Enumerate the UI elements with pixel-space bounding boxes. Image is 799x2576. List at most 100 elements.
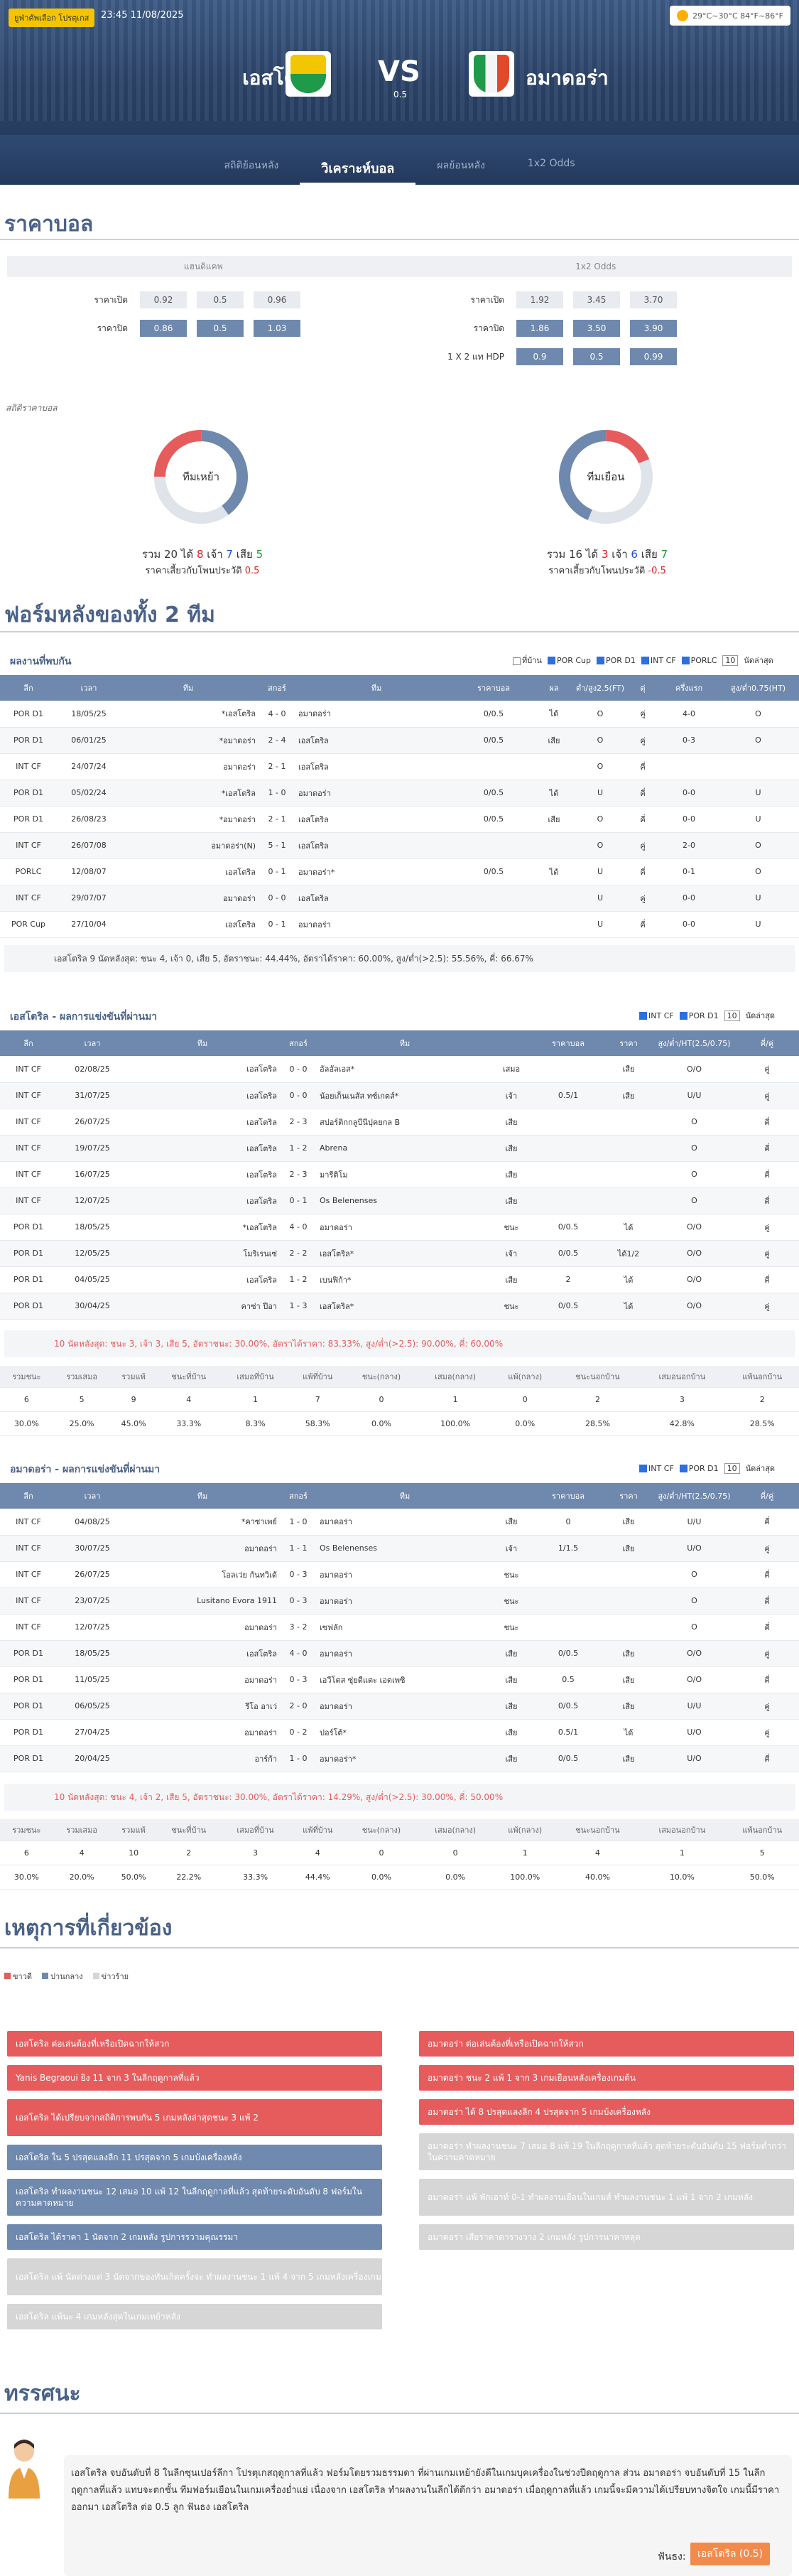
- table-row[interactable]: INT CF 12/07/25 เอสโตริล 0 - 1 Os Belenenses…: [0, 1187, 799, 1214]
- table-row[interactable]: INT CF 26/07/08 อมาดอร่า(N) 5 - 1 เอสโตริล O ค…: [0, 832, 799, 859]
- table-cell: ได้: [533, 858, 575, 885]
- event-item[interactable]: เอสโตริล ใน 5 ปรสุดแลงลีก 11 ปรสุดจาก 5 …: [7, 2145, 382, 2170]
- count-select[interactable]: 10: [722, 654, 739, 666]
- home-recent-table: ลีก เวลา ทีม สกอร์ ทีม ราคาบอล ราคา สูง/ต่ำ/HT(…: [0, 1030, 799, 1320]
- table-cell: เอสโตริล: [298, 832, 455, 859]
- checkbox-icon[interactable]: [547, 657, 555, 664]
- filter-int-cf[interactable]: INT CF: [639, 1011, 674, 1020]
- event-item[interactable]: อมาดอร่า ทำผลงานชนะ 7 เสมอ 8 แพ้ 19 ในลี…: [419, 2133, 794, 2170]
- count-select[interactable]: 10: [724, 1462, 740, 1474]
- event-item[interactable]: เอสโตริล แพ้ นัดต่างแต่ 3 นัดจากของทันเก…: [7, 2258, 382, 2295]
- odds-cell[interactable]: 3.50: [573, 320, 620, 337]
- table-row[interactable]: POR D1 30/04/25 คาซ่า ปีอา 1 - 3 เอสโตริล* ชน…: [0, 1293, 799, 1320]
- table-row[interactable]: POR D1 18/05/25 เอสโตริล 4 - 0 อมาดอร่า เสีย 0…: [0, 1640, 799, 1667]
- odds-cell[interactable]: 0.5: [197, 291, 244, 308]
- odds-cell[interactable]: 3.70: [630, 291, 677, 308]
- event-item[interactable]: อมาดอร่า ชนะ 2 แพ้ 1 จาก 3 เกมเยือนหลังเ…: [419, 2065, 794, 2091]
- filter-int-cf[interactable]: INT CF: [639, 1464, 674, 1473]
- table-row[interactable]: INT CF 31/07/25 เอสโตริล 0 - 0 น้อยเก็นเนสัส…: [0, 1082, 799, 1109]
- odds-cell[interactable]: 0.5: [197, 320, 244, 337]
- event-item[interactable]: เอสโตริล ทำผลงานชนะ 12 เสมอ 10 แพ้ 12 ใน…: [7, 2179, 382, 2216]
- table-row[interactable]: POR D1 18/05/25 *เอสโตริล 4 - 0 อมาดอร่า ชนะ 0…: [0, 1214, 799, 1241]
- table-row[interactable]: INT CF 24/07/24 อมาดอร่า 2 - 1 เอสโตริล O คี่: [0, 753, 799, 780]
- away-crest-icon[interactable]: [469, 51, 514, 97]
- odds-cell[interactable]: 1.86: [516, 320, 563, 337]
- table-row[interactable]: POR D1 27/04/25 อมาดอร่า 0 - 2 ปอร์โต้* เสีย 0…: [0, 1719, 799, 1746]
- table-cell: 2 - 4: [256, 727, 298, 754]
- tab-results[interactable]: ผลย้อนหลัง: [437, 160, 485, 171]
- event-item[interactable]: เอสโตริล ได้เปรียบจากสถิติการพบกัน 5 เกม…: [7, 2099, 382, 2136]
- table-row[interactable]: POR Cup 27/10/04 เอสโตริล 0 - 1 อมาดอร่า U คี่…: [0, 911, 799, 938]
- odds-cell[interactable]: 0.9: [516, 348, 563, 365]
- odds-cell[interactable]: 1.92: [516, 291, 563, 308]
- table-cell: เอสโตริล: [128, 1187, 277, 1214]
- odds-cell[interactable]: 0.99: [630, 348, 677, 365]
- event-item[interactable]: อมาดอร่า เสียราคาตารางวาง 2 เกมหลัง รูปก…: [419, 2224, 794, 2250]
- odds-cell[interactable]: 0.86: [140, 320, 187, 337]
- table-row[interactable]: INT CF 26/07/25 โอลเว่ย กันทวิเด้ 0 - 3 อมาด…: [0, 1561, 799, 1588]
- filter-por-d1[interactable]: POR D1: [597, 656, 636, 665]
- table-row[interactable]: POR D1 11/05/25 อมาดอร่า 0 - 3 เอวีโตส ซุ่ยด…: [0, 1666, 799, 1693]
- table-row[interactable]: POR D1 05/02/24 *เอสโตริล 1 - 0 อมาดอร่า 0/0.…: [0, 780, 799, 807]
- table-row[interactable]: INT CF 16/07/25 เอสโตริล 2 - 3 มารีติโม เสีย O…: [0, 1161, 799, 1188]
- odds-cell[interactable]: 3.90: [630, 320, 677, 337]
- away-recent-title: อมาดอร่า - ผลการแข่งขันที่ผ่านมา: [10, 1464, 161, 1475]
- table-cell: 0 - 0: [256, 885, 298, 912]
- home-crest-icon[interactable]: [286, 51, 331, 97]
- filter-por-cup[interactable]: POR Cup: [547, 656, 591, 665]
- tab-1x2-odds[interactable]: 1x2 Odds: [527, 158, 575, 169]
- pick-badge[interactable]: เอสโตริล (0.5): [690, 2543, 771, 2565]
- table-row[interactable]: POR D1 26/08/23 *อมาดอร่า 2 - 1 เอสโตริล 0/0.…: [0, 806, 799, 833]
- table-row[interactable]: POR D1 12/05/25 โมริเรนเซ่ 2 - 2 เอสโตริล* เจ…: [0, 1240, 799, 1267]
- table-row[interactable]: INT CF 26/07/25 เอสโตริล 2 - 3 สปอร์ติกกลูบี…: [0, 1109, 799, 1136]
- filter-porlc[interactable]: PORLC: [681, 656, 717, 665]
- close-label: ราคาปิด: [473, 323, 504, 333]
- checkbox-icon[interactable]: [641, 657, 649, 664]
- event-item[interactable]: อมาดอร่า ได้ 8 ปรสุดแลงลีก 4 ปรสุดจาก 5 …: [419, 2099, 794, 2125]
- event-item[interactable]: เอสโตริล ต่อเล่นต้องที่เหรือเปิดฉากให้สว…: [7, 2031, 382, 2057]
- table-row[interactable]: POR D1 06/01/25 *อมาดอร่า 2 - 4 เอสโตริล 0/0.…: [0, 727, 799, 754]
- filter-por-d1[interactable]: POR D1: [679, 1464, 719, 1473]
- event-item[interactable]: เอสโตริล ได้ราคา 1 นัดจาก 2 เกมหลัง รูปก…: [7, 2224, 382, 2250]
- tab-analysis[interactable]: วิเคราะห์บอล: [300, 153, 416, 185]
- table-row[interactable]: POR D1 20/04/25 อาร์ก้า 1 - 0 อมาดอร่า* เสีย 0…: [0, 1745, 799, 1772]
- table-row[interactable]: INT CF 04/08/25 *คาซาเพย์ 1 - 0 อมาดอร่า เสีย…: [0, 1509, 799, 1536]
- odds-cell[interactable]: 0.5: [573, 348, 620, 365]
- odds-cell[interactable]: 0.96: [254, 291, 300, 308]
- table-cell: ได้: [604, 1293, 653, 1320]
- away-team-name[interactable]: อมาดอร่า: [526, 66, 609, 90]
- count-select[interactable]: 10: [724, 1010, 740, 1021]
- table-row[interactable]: INT CF 23/07/25 Lusitano Evora 1911 0 - 3 อม…: [0, 1588, 799, 1615]
- checkbox-icon[interactable]: [679, 1012, 687, 1020]
- checkbox-icon[interactable]: [681, 657, 690, 664]
- filter-por-d1[interactable]: POR D1: [679, 1011, 719, 1020]
- filter-int-cf[interactable]: INT CF: [641, 656, 676, 665]
- table-row[interactable]: INT CF 30/07/25 อมาดอร่า 1 - 1 Os Belenenses…: [0, 1535, 799, 1562]
- table-row[interactable]: PORLC 12/08/07 เอสโตริล 0 - 1 อมาดอร่า* 0/0.5…: [0, 858, 799, 885]
- event-item[interactable]: เอสโตริล แพ้นะ 4 เกมหลังสุดในเกมเหย้าหลั…: [7, 2304, 382, 2329]
- event-item[interactable]: อมาดอร่า ต่อเล่นต้องที่เหรือเปิดฉากให้สว…: [419, 2031, 794, 2057]
- table-row[interactable]: INT CF 02/08/25 เอสโตริล 0 - 0 อัลอัลเอส* เสม…: [0, 1056, 799, 1083]
- tab-history[interactable]: สถิติย้อนหลัง: [224, 160, 279, 171]
- sun-icon: [677, 10, 689, 21]
- checkbox-icon[interactable]: [513, 657, 521, 665]
- table-row[interactable]: INT CF 12/07/25 อมาดอร่า 3 - 2 เซฟลัก ชนะ O คี่: [0, 1614, 799, 1641]
- table-cell: 0 - 3: [277, 1666, 320, 1693]
- checkbox-icon[interactable]: [679, 1465, 687, 1472]
- event-item[interactable]: อมาดอร่า แพ้ พักเอาท์ 0-1 ทำผลงานเยือนใน…: [419, 2179, 794, 2216]
- checkbox-icon[interactable]: [639, 1465, 647, 1472]
- table-cell: POR D1: [0, 780, 57, 807]
- table-row[interactable]: POR D1 18/05/25 *เอสโตริล 4 - 0 อมาดอร่า 0/0.…: [0, 701, 799, 728]
- table-row[interactable]: INT CF 19/07/25 เอสโตริล 1 - 2 Abrena เสีย O คี…: [0, 1135, 799, 1162]
- table-row[interactable]: POR D1 06/05/25 รีโอ อาเว่ 2 - 0 อมาดอร่า เสี…: [0, 1693, 799, 1720]
- event-item[interactable]: Yanis Begraoui ยิง 11 จาก 3 ในลีกฤดูกาลท…: [7, 2065, 382, 2091]
- odds-cell[interactable]: 3.45: [573, 291, 620, 308]
- checkbox-icon[interactable]: [597, 657, 605, 664]
- table-row[interactable]: POR D1 04/05/25 เอสโตริล 1 - 2 เบนฟิก้า* เสีย…: [0, 1266, 799, 1293]
- filter-home[interactable]: ที่บ้าน: [513, 654, 542, 667]
- table-row[interactable]: INT CF 29/07/07 อมาดอร่า 0 - 0 เอสโตริล U คู่ 0…: [0, 885, 799, 912]
- checkbox-icon[interactable]: [639, 1012, 647, 1020]
- odds-cell[interactable]: 1.03: [254, 320, 300, 337]
- league-badge[interactable]: ยูฟ่าคัพเลือก โปรตุเกส: [9, 9, 95, 27]
- odds-cell[interactable]: 0.92: [140, 291, 187, 308]
